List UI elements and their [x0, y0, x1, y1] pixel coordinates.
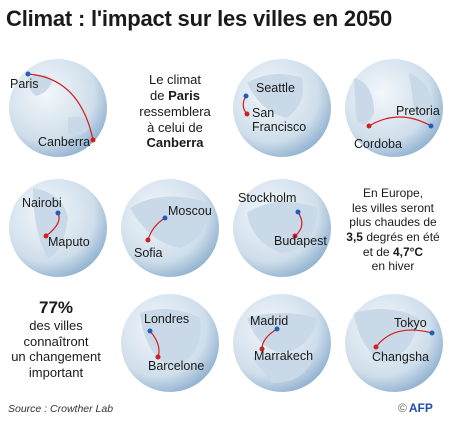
- globe-moscou-sofia: Moscou Sofia: [120, 178, 220, 278]
- city-label-to: Sofia: [134, 246, 163, 260]
- city-label-to: San Francisco: [252, 106, 307, 135]
- origin-dot: [55, 210, 61, 216]
- city-label-from: Moscou: [168, 204, 212, 218]
- globe-icon: [9, 59, 107, 157]
- origin-dot: [162, 215, 168, 221]
- globe-icon: [345, 59, 443, 157]
- intro-text: Le climat de Paris ressemblera à celui d…: [139, 72, 211, 151]
- globe-icon: [121, 294, 219, 392]
- city-label-to: Canberra: [38, 135, 91, 149]
- destination-dot: [259, 346, 265, 352]
- city-label-from: Stockholm: [238, 191, 297, 205]
- city-label-from: Seattle: [256, 81, 295, 95]
- city-label-to: Changsha: [372, 350, 429, 364]
- city-label-from: Tokyo: [394, 316, 427, 330]
- globe-paris-canberra: Paris Canberra: [8, 58, 108, 158]
- city-label-to: Maputo: [48, 235, 90, 249]
- city-label-from: Madrid: [250, 314, 289, 328]
- city-label-from: Nairobi: [22, 196, 62, 210]
- city-label-to: Marrakech: [254, 349, 314, 363]
- destination-dot: [145, 237, 151, 243]
- destination-dot: [366, 123, 372, 129]
- globe-madrid-marrakech: Madrid Marrakech: [232, 293, 332, 393]
- europe-text: En Europe, les villes seront plus chaude…: [346, 186, 440, 274]
- origin-dot: [274, 326, 280, 332]
- globe-icon: [9, 179, 107, 277]
- globe-tokyo-changsha: Tokyo Changsha: [344, 293, 444, 393]
- destination-dot: [90, 137, 96, 143]
- route-arc: [375, 329, 433, 348]
- route-arc: [368, 116, 432, 127]
- globe-londres-barcelone: Londres Barcelone: [120, 293, 220, 393]
- origin-dot: [25, 71, 31, 77]
- origin-dot: [295, 209, 301, 215]
- globe-icon: [121, 179, 219, 277]
- page-title: Climat : l'impact sur les villes en 2050: [6, 6, 393, 31]
- origin-dot: [428, 123, 434, 129]
- route-arc: [27, 73, 94, 141]
- destination-dot: [373, 344, 379, 350]
- city-label-from: Paris: [10, 77, 39, 91]
- destination-dot: [43, 233, 49, 239]
- globe-nairobi-maputo: Nairobi Maputo: [8, 178, 108, 278]
- source-note: Source : Crowther Lab: [8, 403, 114, 415]
- city-label-from: Londres: [144, 312, 190, 326]
- globe-stockholm-budapest: Stockholm Budapest: [232, 178, 332, 278]
- city-label-from: Pretoria: [396, 104, 440, 118]
- destination-dot: [292, 233, 298, 239]
- afp-logo: © AFP: [398, 401, 433, 415]
- globe-icon: [233, 179, 331, 277]
- origin-dot: [147, 328, 153, 334]
- globe-pretoria-cordoba: Pretoria Cordoba: [344, 58, 444, 158]
- stat-text: 77% des villes connaîtront un changement…: [11, 298, 101, 381]
- destination-dot: [155, 354, 161, 360]
- globe-icon: [233, 294, 331, 392]
- city-label-to: Budapest: [274, 234, 327, 248]
- origin-dot: [429, 330, 435, 336]
- globe-seattle-sanfrancisco: Seattle San Francisco: [232, 58, 332, 158]
- destination-dot: [244, 111, 250, 117]
- city-label-to: Barcelone: [148, 359, 205, 373]
- globe-icon: [233, 59, 331, 157]
- origin-dot: [243, 93, 249, 99]
- city-label-to: Cordoba: [354, 137, 402, 151]
- globe-icon: [345, 294, 443, 392]
